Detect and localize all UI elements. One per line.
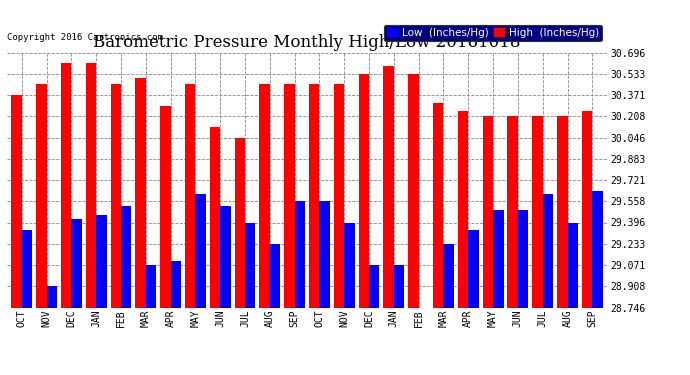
Bar xyxy=(557,116,567,308)
Bar xyxy=(270,244,280,308)
Bar xyxy=(36,84,47,308)
Bar xyxy=(295,201,305,308)
Bar xyxy=(518,210,529,308)
Bar xyxy=(469,230,479,308)
Bar xyxy=(259,84,270,308)
Bar xyxy=(507,116,518,308)
Bar xyxy=(493,210,504,308)
Bar xyxy=(458,111,469,308)
Bar xyxy=(532,116,543,308)
Legend: Low  (Inches/Hg), High  (Inches/Hg): Low (Inches/Hg), High (Inches/Hg) xyxy=(384,24,602,41)
Bar xyxy=(369,265,380,308)
Bar xyxy=(235,138,245,308)
Bar xyxy=(195,194,206,308)
Bar xyxy=(334,84,344,308)
Bar xyxy=(146,265,156,308)
Bar xyxy=(71,219,82,308)
Bar xyxy=(160,106,170,308)
Bar xyxy=(121,206,131,308)
Bar xyxy=(245,222,255,308)
Bar xyxy=(483,116,493,308)
Bar xyxy=(47,286,57,308)
Bar xyxy=(394,265,404,308)
Bar xyxy=(61,63,71,308)
Bar xyxy=(185,84,195,308)
Bar xyxy=(284,84,295,308)
Bar xyxy=(220,206,230,308)
Bar xyxy=(582,111,592,308)
Bar xyxy=(96,215,107,308)
Bar xyxy=(543,194,553,308)
Bar xyxy=(444,244,454,308)
Bar xyxy=(22,230,32,308)
Bar xyxy=(384,66,394,308)
Bar xyxy=(11,95,22,308)
Bar xyxy=(433,103,444,308)
Bar xyxy=(359,74,369,308)
Bar xyxy=(309,84,319,308)
Bar xyxy=(319,201,330,308)
Bar xyxy=(408,74,419,308)
Title: Barometric Pressure Monthly High/Low 20161018: Barometric Pressure Monthly High/Low 201… xyxy=(93,34,521,51)
Bar xyxy=(135,78,146,308)
Bar xyxy=(210,127,220,308)
Text: Copyright 2016 Cartronics.com: Copyright 2016 Cartronics.com xyxy=(7,33,163,42)
Bar xyxy=(592,190,603,308)
Bar xyxy=(170,261,181,308)
Bar xyxy=(110,84,121,308)
Bar xyxy=(344,222,355,308)
Bar xyxy=(567,222,578,308)
Bar xyxy=(86,63,96,308)
